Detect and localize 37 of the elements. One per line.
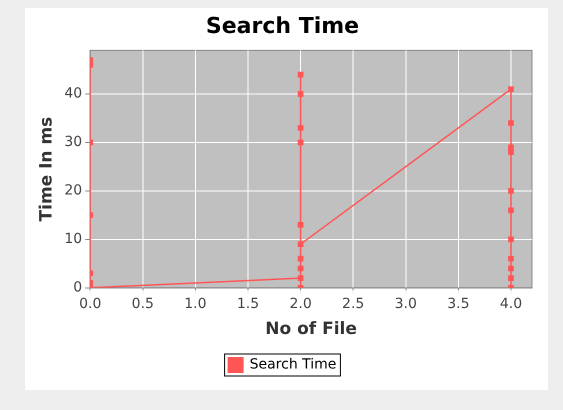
point [508,188,514,194]
point [298,266,304,272]
point [298,275,304,281]
point [508,236,514,242]
x-tick-label: 3.5 [447,296,470,312]
point [508,207,514,214]
x-tick-label: 2.0 [289,296,312,312]
point [298,222,304,228]
x-tick-label: 1.0 [184,296,207,312]
x-tick-label: 0.0 [79,296,102,312]
chart-title: Search Time [206,14,360,39]
x-axis-title: No of File [265,319,357,340]
y-tick-label: 0 [73,279,82,296]
x-tick-label: 0.5 [132,296,154,312]
x-tick-label: 3.0 [394,296,417,312]
y-tick-label: 20 [64,182,82,199]
y-tick-label: 10 [64,230,82,247]
point [298,241,304,248]
point [508,275,514,281]
x-tick-label: 2.5 [342,296,364,312]
point [298,256,304,262]
y-axis-title: Time In ms [36,116,57,222]
point [508,120,514,126]
point [298,91,304,97]
point [508,256,514,262]
legend-label: Search Time [250,356,336,373]
point [508,266,514,272]
y-tick-label: 30 [64,134,82,150]
point [298,125,304,131]
x-tick-label: 4.0 [500,296,522,312]
point [508,144,514,150]
y-tick-label: 40 [64,86,82,102]
x-tick-label: 1.5 [236,296,260,312]
point [508,149,514,155]
point [298,140,304,146]
point [298,72,304,78]
point [508,86,514,92]
